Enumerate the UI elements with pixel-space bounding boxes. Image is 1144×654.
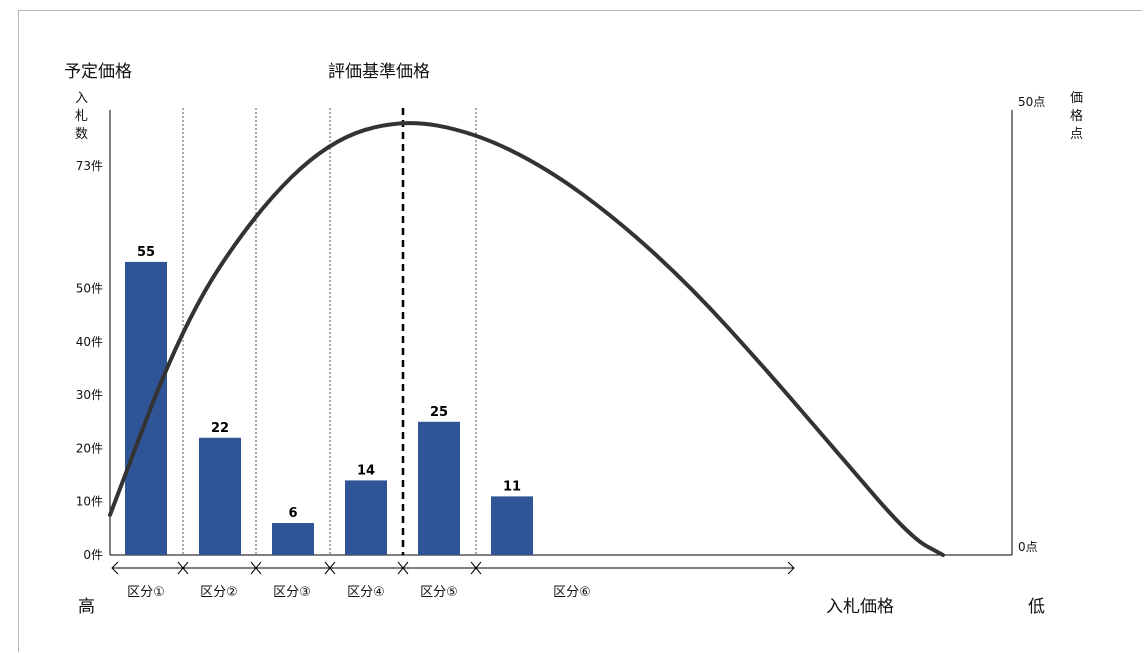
planned-price-label: 予定価格 — [64, 62, 132, 82]
section-cross-b-1 — [250, 561, 262, 575]
bar-value-label-5: 25 — [430, 405, 448, 420]
plot-area: 入札数 価格点 0件 10件 20件 30件 40件 50件 73件 0点 50点 55 22 6 14 25… — [75, 91, 1083, 600]
x-axis-low-label: 低 — [1028, 597, 1045, 617]
bar-5 — [418, 421, 460, 555]
price-points-curve — [108, 121, 945, 557]
y-tick-label-4: 40件 — [76, 335, 103, 349]
y-tick-label-6: 73件 — [76, 159, 103, 173]
bar-6 — [491, 496, 533, 555]
x-axis-high-label: 高 — [78, 597, 95, 617]
section-cross-b-4 — [470, 561, 482, 575]
y2-tick-label-0: 0点 — [1018, 540, 1038, 554]
section-cross-b-2 — [324, 561, 336, 575]
y2-tick-label-1: 50点 — [1018, 95, 1045, 109]
bar-value-label-2: 22 — [211, 421, 229, 436]
section-label-1: 区分① — [127, 585, 165, 600]
section-label-2: 区分② — [200, 585, 238, 600]
section-cross-b-3 — [397, 561, 409, 575]
y-axis-label-char-2: 数 — [75, 127, 88, 142]
bar-3 — [272, 523, 314, 555]
header-labels: 予定価格 評価基準価格 入札価格 高 低 — [64, 62, 1045, 617]
bar-4 — [345, 480, 387, 555]
y-axis-label-char-0: 入 — [75, 91, 88, 106]
y-tick-label-2: 20件 — [76, 441, 103, 455]
bar-value-label-6: 11 — [503, 479, 521, 494]
bar-value-label-4: 14 — [357, 463, 375, 478]
section-label-5: 区分⑤ — [420, 585, 458, 600]
section-label-6: 区分⑥ — [553, 585, 591, 600]
bar-2 — [199, 437, 241, 555]
bar-value-label-3: 6 — [288, 506, 297, 521]
chart-frame — [18, 10, 1142, 652]
section-range-right-arrow — [787, 561, 795, 575]
section-cross-b-0 — [177, 561, 189, 575]
bar-value-label-1: 55 — [137, 245, 155, 260]
y-axis-label-char-1: 札 — [75, 109, 88, 124]
evaluation-reference-price-label: 評価基準価格 — [328, 62, 430, 82]
section-label-4: 区分④ — [347, 585, 385, 600]
y2-axis-label-char-2: 点 — [1070, 127, 1083, 142]
y-tick-label-3: 30件 — [76, 388, 103, 402]
y-tick-label-1: 10件 — [76, 495, 103, 509]
bar-1 — [125, 261, 167, 555]
section-range-left-arrow — [111, 561, 119, 575]
y-tick-label-5: 50件 — [76, 282, 103, 296]
x-axis-label: 入札価格 — [826, 597, 894, 617]
section-label-3: 区分③ — [273, 585, 311, 600]
y2-axis-label-char-0: 価 — [1070, 91, 1083, 106]
y-tick-label-0: 0件 — [83, 548, 103, 562]
y2-axis-label-char-1: 格 — [1070, 108, 1083, 124]
